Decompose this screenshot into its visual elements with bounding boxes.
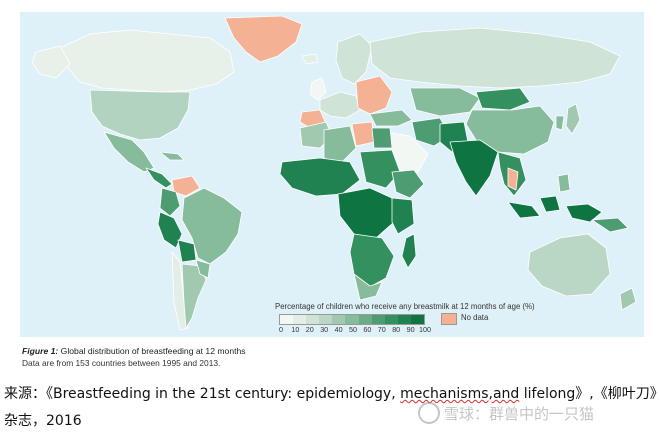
region-sudan [359, 149, 401, 189]
region-indonesia-a [507, 201, 541, 219]
legend-segment [332, 315, 346, 324]
region-mongolia [475, 87, 531, 111]
world-map: Percentage of children who receive any b… [20, 12, 644, 337]
region-thailand [507, 167, 519, 191]
legend-segment [280, 315, 294, 324]
region-png [591, 217, 629, 233]
legend-segment [293, 315, 307, 324]
caption-figure-label: Figure 1: [22, 346, 59, 356]
legend-nodata-label: No data [461, 313, 489, 322]
region-paraguay [195, 259, 211, 279]
caption-title-text: Global distribution of breastfeeding at … [58, 346, 246, 356]
legend-tick-label: 20 [305, 325, 314, 334]
region-horn [391, 169, 425, 199]
region-egypt [371, 127, 393, 149]
legend-tick-label: 40 [334, 325, 343, 334]
legend-tick-label: 80 [392, 325, 401, 334]
source-prefix: 来源：《Breastfeeding in the 21st century: e… [4, 386, 401, 402]
region-caribbean [159, 151, 185, 161]
region-australia [527, 233, 611, 297]
region-india [449, 139, 499, 197]
region-russia [369, 27, 621, 89]
caption-subtitle: Data are from 153 countries between 1995… [22, 358, 221, 368]
legend-tick-label: 50 [349, 325, 357, 334]
region-east-africa [391, 197, 415, 235]
region-japan [565, 103, 581, 135]
legend-tick-label: 30 [320, 325, 329, 334]
region-korea [555, 115, 565, 131]
source-line-1: 来源：《Breastfeeding in the 21st century: e… [4, 383, 660, 403]
region-southern-africa [349, 233, 395, 289]
legend-segment [358, 315, 372, 324]
region-peru [157, 211, 183, 249]
source-line-2: 杂志，2016 [4, 413, 82, 429]
region-greenland [224, 15, 303, 63]
region-iceland [301, 53, 319, 65]
region-canada [59, 29, 235, 93]
region-eastern-europe [355, 75, 393, 115]
legend-segment [384, 315, 398, 324]
legend-tick-label: 60 [363, 325, 372, 334]
legend-nodata-swatch [441, 313, 457, 325]
figure-caption: Figure 1: Global distribution of breastf… [22, 346, 246, 368]
region-scandinavia [335, 33, 373, 85]
legend-tick-label: 100 [419, 325, 431, 334]
region-madagascar [401, 233, 417, 269]
region-central-asia [409, 87, 481, 117]
region-west-africa [279, 157, 361, 197]
legend-color-scale [279, 314, 425, 325]
region-uk [309, 77, 327, 101]
region-chile [171, 251, 189, 331]
legend-segment [345, 315, 359, 324]
region-central-america [145, 167, 173, 189]
region-western-europe [319, 91, 361, 119]
legend-tick-label: 10 [291, 325, 300, 334]
region-central-africa [337, 187, 395, 239]
caption-title: Figure 1: Global distribution of breastf… [22, 346, 246, 356]
region-turkey [369, 109, 413, 127]
source-suffix: lifelong》,《柳叶刀》 [519, 386, 660, 402]
region-china [465, 105, 555, 155]
legend-segment [319, 315, 333, 324]
region-indonesia-b [539, 195, 561, 213]
legend-title: Percentage of children who receive any b… [275, 302, 535, 311]
region-south-africa [353, 273, 383, 301]
legend-tick-label: 90 [406, 325, 415, 334]
region-alaska [31, 45, 71, 79]
legend-segment [410, 315, 425, 324]
region-algeria [323, 125, 357, 165]
source-underlined: mechanisms,and [400, 386, 520, 402]
snowball-logo-icon [418, 401, 440, 424]
watermark: 雪球：群兽中的一只猫 [418, 401, 595, 426]
legend-tick-label: 70 [377, 325, 386, 334]
region-indonesia-c [565, 203, 603, 223]
legend-segment [371, 315, 385, 324]
legend-segment [306, 315, 320, 324]
region-colombia [159, 187, 181, 217]
region-new-zealand [619, 287, 637, 311]
region-usa [89, 89, 191, 141]
legend-tick-label: 0 [279, 325, 283, 334]
region-venezuela [171, 175, 201, 197]
region-brazil [181, 187, 243, 265]
legend-ticks: 0 10 20 30 40 50 60 70 80 90 100 [279, 325, 439, 335]
watermark-text: 雪球：群兽中的一只猫 [444, 405, 595, 423]
legend-segment [397, 315, 411, 324]
region-philippines [557, 173, 571, 193]
world-map-svg [31, 15, 637, 331]
region-libya [351, 121, 375, 147]
